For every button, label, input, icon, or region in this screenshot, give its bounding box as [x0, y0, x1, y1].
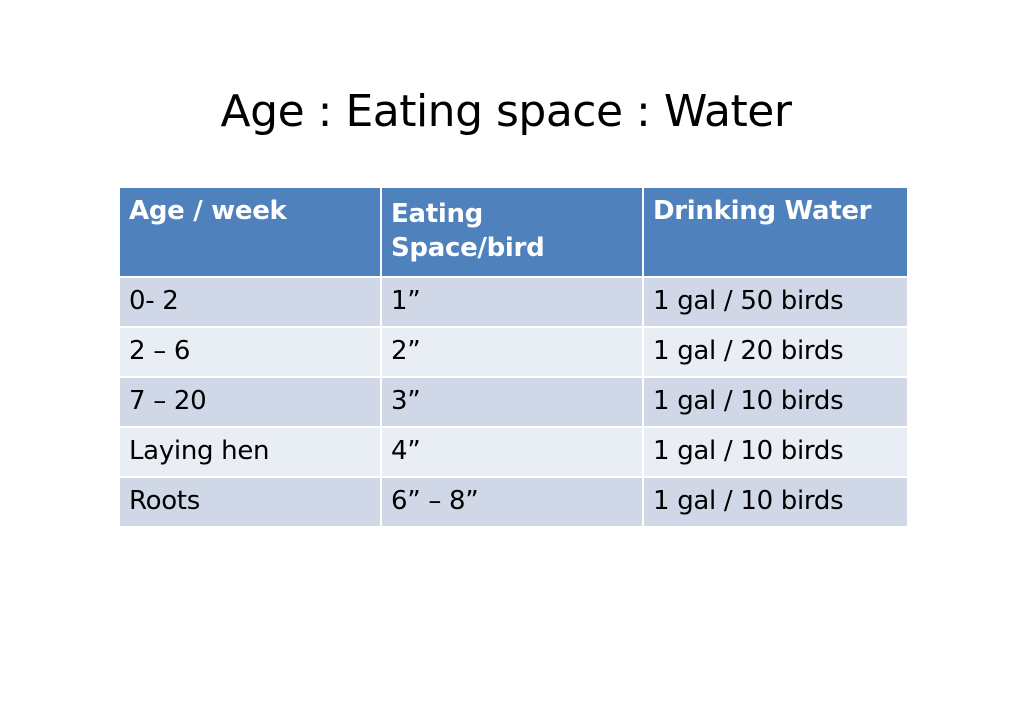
cell-age: Roots: [118, 476, 382, 528]
cell-age: 0- 2: [118, 276, 382, 328]
cell-eating-space: 3”: [380, 376, 644, 428]
cell-drinking-water: 1 gal / 10 birds: [642, 376, 909, 428]
table-row: Roots 6” – 8” 1 gal / 10 birds: [118, 476, 909, 528]
slide-title: Age : Eating space : Water: [220, 86, 792, 137]
header-eating-line1: Eating: [391, 199, 483, 229]
header-eating-space: Eating Space/bird: [380, 186, 644, 278]
cell-drinking-water: 1 gal / 10 birds: [642, 426, 909, 478]
age-eating-water-table: Age / week Eating Space/bird Drinking Wat…: [118, 186, 909, 528]
cell-drinking-water: 1 gal / 50 birds: [642, 276, 909, 328]
cell-age: 2 – 6: [118, 326, 382, 378]
header-drinking-water: Drinking Water: [642, 186, 909, 278]
cell-eating-space: 2”: [380, 326, 644, 378]
table-header-row: Age / week Eating Space/bird Drinking Wat…: [118, 186, 909, 278]
cell-age: Laying hen: [118, 426, 382, 478]
cell-eating-space: 4”: [380, 426, 644, 478]
cell-eating-space: 1”: [380, 276, 644, 328]
header-eating-line2: Space/bird: [391, 233, 545, 263]
table-row: Laying hen 4” 1 gal / 10 birds: [118, 426, 909, 478]
table-row: 7 – 20 3” 1 gal / 10 birds: [118, 376, 909, 428]
cell-age: 7 – 20: [118, 376, 382, 428]
cell-eating-space: 6” – 8”: [380, 476, 644, 528]
table-row: 0- 2 1” 1 gal / 50 birds: [118, 276, 909, 328]
table-row: 2 – 6 2” 1 gal / 20 birds: [118, 326, 909, 378]
cell-drinking-water: 1 gal / 20 birds: [642, 326, 909, 378]
header-age-week: Age / week: [118, 186, 382, 278]
cell-drinking-water: 1 gal / 10 birds: [642, 476, 909, 528]
